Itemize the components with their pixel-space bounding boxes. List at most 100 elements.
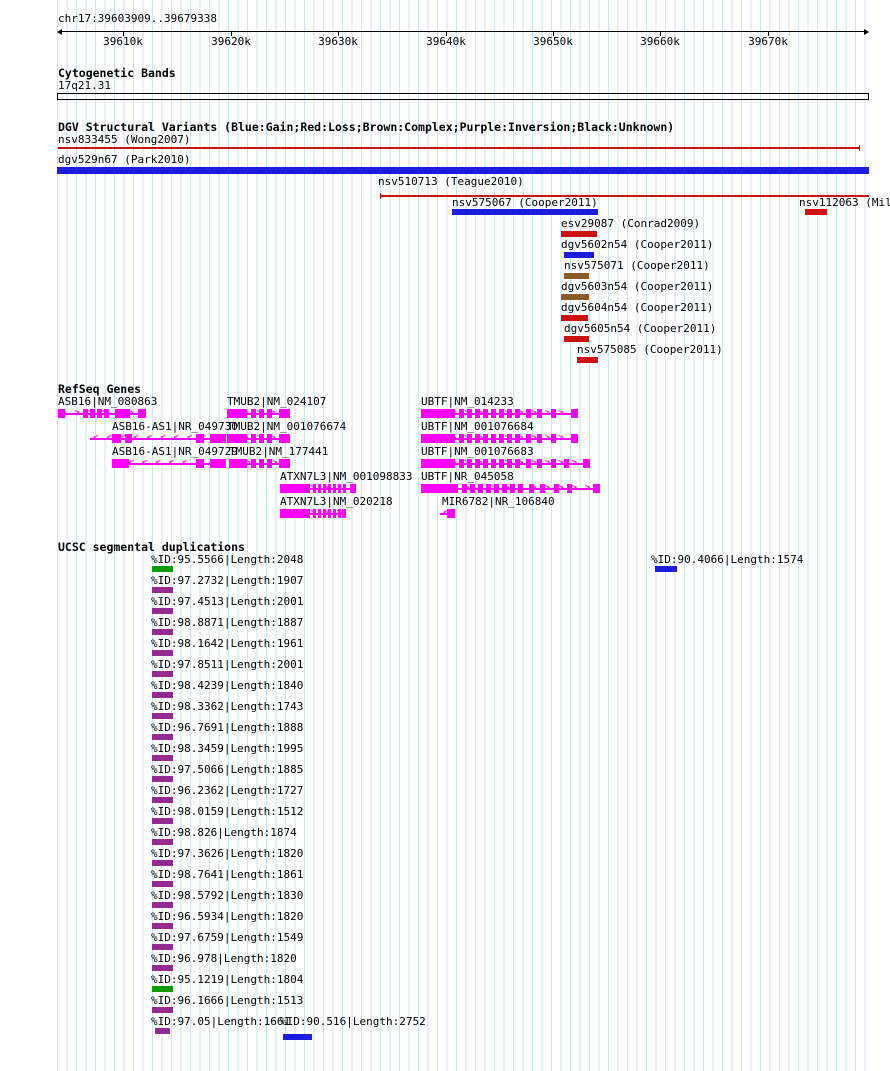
segdup-label[interactable]: %ID:98.4239|Length:1840 bbox=[151, 679, 304, 692]
variant-label[interactable]: dgv5603n54 (Cooper2011) bbox=[561, 280, 714, 293]
segdup-bar[interactable] bbox=[152, 944, 173, 950]
segdup-bar[interactable] bbox=[152, 755, 173, 761]
gene-label[interactable]: ASB16|NM_080863 bbox=[58, 395, 158, 408]
ruler-line[interactable] bbox=[62, 31, 864, 32]
segdup-label[interactable]: %ID:97.5066|Length:1885 bbox=[151, 763, 304, 776]
variant-label[interactable]: nsv575085 (Cooper2011) bbox=[577, 343, 723, 356]
segdup-label[interactable]: %ID:97.4513|Length:2001 bbox=[151, 595, 304, 608]
variant-bar[interactable] bbox=[57, 167, 869, 174]
variant-label[interactable]: dgv5604n54 (Cooper2011) bbox=[561, 301, 714, 314]
segdup-label[interactable]: %ID:98.5792|Length:1830 bbox=[151, 889, 304, 902]
segdup-bar[interactable] bbox=[152, 1007, 173, 1013]
segdup-bar[interactable] bbox=[152, 839, 173, 845]
gene-glyph[interactable]: >>>> bbox=[229, 459, 290, 468]
segdup-bar[interactable] bbox=[152, 650, 173, 656]
variant-bar[interactable] bbox=[561, 315, 588, 321]
variant-bar[interactable] bbox=[564, 252, 594, 258]
segdup-label[interactable]: %ID:98.826|Length:1874 bbox=[151, 826, 297, 839]
gene-label[interactable]: TMUB2|NM_001076674 bbox=[227, 420, 347, 433]
segdup-label[interactable]: %ID:96.978|Length:1820 bbox=[151, 952, 297, 965]
segdup-label[interactable]: %ID:98.1642|Length:1961 bbox=[151, 637, 304, 650]
variant-bar[interactable] bbox=[577, 357, 598, 363]
segdup-label[interactable]: %ID:96.5934|Length:1820 bbox=[151, 910, 304, 923]
variant-label[interactable]: dgv5605n54 (Cooper2011) bbox=[564, 322, 717, 335]
segdup-bar[interactable] bbox=[152, 692, 173, 698]
variant-bar[interactable] bbox=[805, 209, 827, 215]
segdup-bar[interactable] bbox=[152, 608, 173, 614]
variant-label[interactable]: nsv833455 (Wong2007) bbox=[58, 133, 191, 146]
gene-glyph[interactable]: >>>>>>>>>>>> bbox=[421, 434, 578, 443]
segdup-label[interactable]: %ID:95.5566|Length:2048 bbox=[151, 553, 304, 566]
segdup-label[interactable]: %ID:96.7691|Length:1888 bbox=[151, 721, 304, 734]
segdup-label[interactable]: %ID:97.6759|Length:1549 bbox=[151, 931, 304, 944]
gene-glyph[interactable]: >>>>> bbox=[280, 484, 356, 493]
gene-label[interactable]: UBTF|NR_045058 bbox=[421, 470, 514, 483]
variant-bar[interactable] bbox=[564, 336, 589, 342]
cytoband-box[interactable] bbox=[57, 93, 869, 100]
segdup-label[interactable]: %ID:95.1219|Length:1804 bbox=[151, 973, 304, 986]
gene-label[interactable]: MIR6782|NR_106840 bbox=[442, 495, 555, 508]
gene-label[interactable]: TMUB2|NM_024107 bbox=[227, 395, 327, 408]
gene-label[interactable]: ATXN7L3|NM_001098833 bbox=[280, 470, 413, 483]
gene-label[interactable]: UBTF|NM_001076684 bbox=[421, 420, 534, 433]
segdup-bar[interactable] bbox=[152, 902, 173, 908]
segdup-bar[interactable] bbox=[283, 1034, 312, 1040]
segdup-bar[interactable] bbox=[655, 566, 677, 572]
segdup-bar[interactable] bbox=[152, 860, 173, 866]
variant-label[interactable]: nsv112063 (Mill bbox=[799, 196, 890, 209]
segdup-bar[interactable] bbox=[152, 965, 173, 971]
segdup-label[interactable]: %ID:97.3626|Length:1820 bbox=[151, 847, 304, 860]
segdup-label[interactable]: %ID:97.8511|Length:2001 bbox=[151, 658, 304, 671]
gene-glyph[interactable]: >>>> bbox=[227, 434, 290, 443]
gene-glyph[interactable]: >>>> bbox=[227, 409, 290, 418]
segdup-label[interactable]: %ID:96.1666|Length:1513 bbox=[151, 994, 304, 1007]
gene-glyph[interactable]: >>>>>> bbox=[58, 409, 146, 418]
variant-label[interactable]: nsv575067 (Cooper2011) bbox=[452, 196, 598, 209]
segdup-label[interactable]: %ID:98.0159|Length:1512 bbox=[151, 805, 304, 818]
gene-glyph[interactable]: >>>>>>>>>>>>> bbox=[421, 459, 590, 468]
segdup-bar[interactable] bbox=[152, 566, 173, 572]
segdup-bar[interactable] bbox=[152, 629, 173, 635]
variant-bar[interactable] bbox=[561, 294, 589, 300]
segdup-bar[interactable] bbox=[152, 986, 173, 992]
segdup-bar[interactable] bbox=[155, 1028, 170, 1034]
variant-label[interactable]: nsv575071 (Cooper2011) bbox=[564, 259, 710, 272]
segdup-label[interactable]: %ID:98.3362|Length:1743 bbox=[151, 700, 304, 713]
segdup-label[interactable]: %ID:90.4066|Length:1574 bbox=[651, 553, 804, 566]
segdup-label[interactable]: %ID:96.2362|Length:1727 bbox=[151, 784, 304, 797]
gene-glyph[interactable]: <<<<<<<<<< bbox=[90, 434, 226, 443]
segdup-label[interactable]: %ID:98.7641|Length:1861 bbox=[151, 868, 304, 881]
segdup-label[interactable]: %ID:97.2732|Length:1907 bbox=[151, 574, 304, 587]
segdup-label[interactable]: %ID:98.8871|Length:1887 bbox=[151, 616, 304, 629]
variant-line[interactable] bbox=[58, 147, 860, 149]
variant-label[interactable]: dgv5602n54 (Cooper2011) bbox=[561, 238, 714, 251]
variant-bar[interactable] bbox=[452, 209, 598, 215]
variant-bar[interactable] bbox=[561, 231, 597, 237]
segdup-bar[interactable] bbox=[152, 923, 173, 929]
gene-label[interactable]: UBTF|NM_014233 bbox=[421, 395, 514, 408]
variant-label[interactable]: dgv529n67 (Park2010) bbox=[58, 153, 191, 166]
gene-glyph[interactable]: >>>>> bbox=[280, 509, 346, 518]
variant-bar[interactable] bbox=[564, 273, 589, 279]
segdup-label[interactable]: %ID:98.3459|Length:1995 bbox=[151, 742, 304, 755]
segdup-bar[interactable] bbox=[152, 587, 173, 593]
gene-label[interactable]: TMUB2|NM_177441 bbox=[229, 445, 329, 458]
segdup-bar[interactable] bbox=[152, 797, 173, 803]
segdup-bar[interactable] bbox=[152, 881, 173, 887]
variant-label[interactable]: nsv510713 (Teague2010) bbox=[378, 175, 524, 188]
segdup-bar[interactable] bbox=[152, 671, 173, 677]
segdup-label[interactable]: %ID:97.05|Length:1661 bbox=[151, 1015, 291, 1028]
variant-line[interactable] bbox=[380, 195, 869, 197]
gene-glyph[interactable]: <<<<<<<< bbox=[112, 459, 226, 468]
gene-glyph[interactable]: < bbox=[440, 509, 455, 518]
gene-label[interactable]: ATXN7L3|NM_020218 bbox=[280, 495, 393, 508]
gene-label[interactable]: ASB16-AS1|NR_049730 bbox=[112, 420, 238, 433]
segdup-bar[interactable] bbox=[152, 818, 173, 824]
segdup-bar[interactable] bbox=[152, 713, 173, 719]
gene-glyph[interactable]: >>>>>>>>>>>> bbox=[421, 409, 578, 418]
segdup-bar[interactable] bbox=[152, 776, 173, 782]
variant-label[interactable]: esv29087 (Conrad2009) bbox=[561, 217, 701, 230]
gene-glyph[interactable]: >>>>>>>>>>>>> bbox=[421, 484, 600, 493]
segdup-bar[interactable] bbox=[152, 734, 173, 740]
gene-label[interactable]: ASB16-AS1|NR_049729 bbox=[112, 445, 238, 458]
